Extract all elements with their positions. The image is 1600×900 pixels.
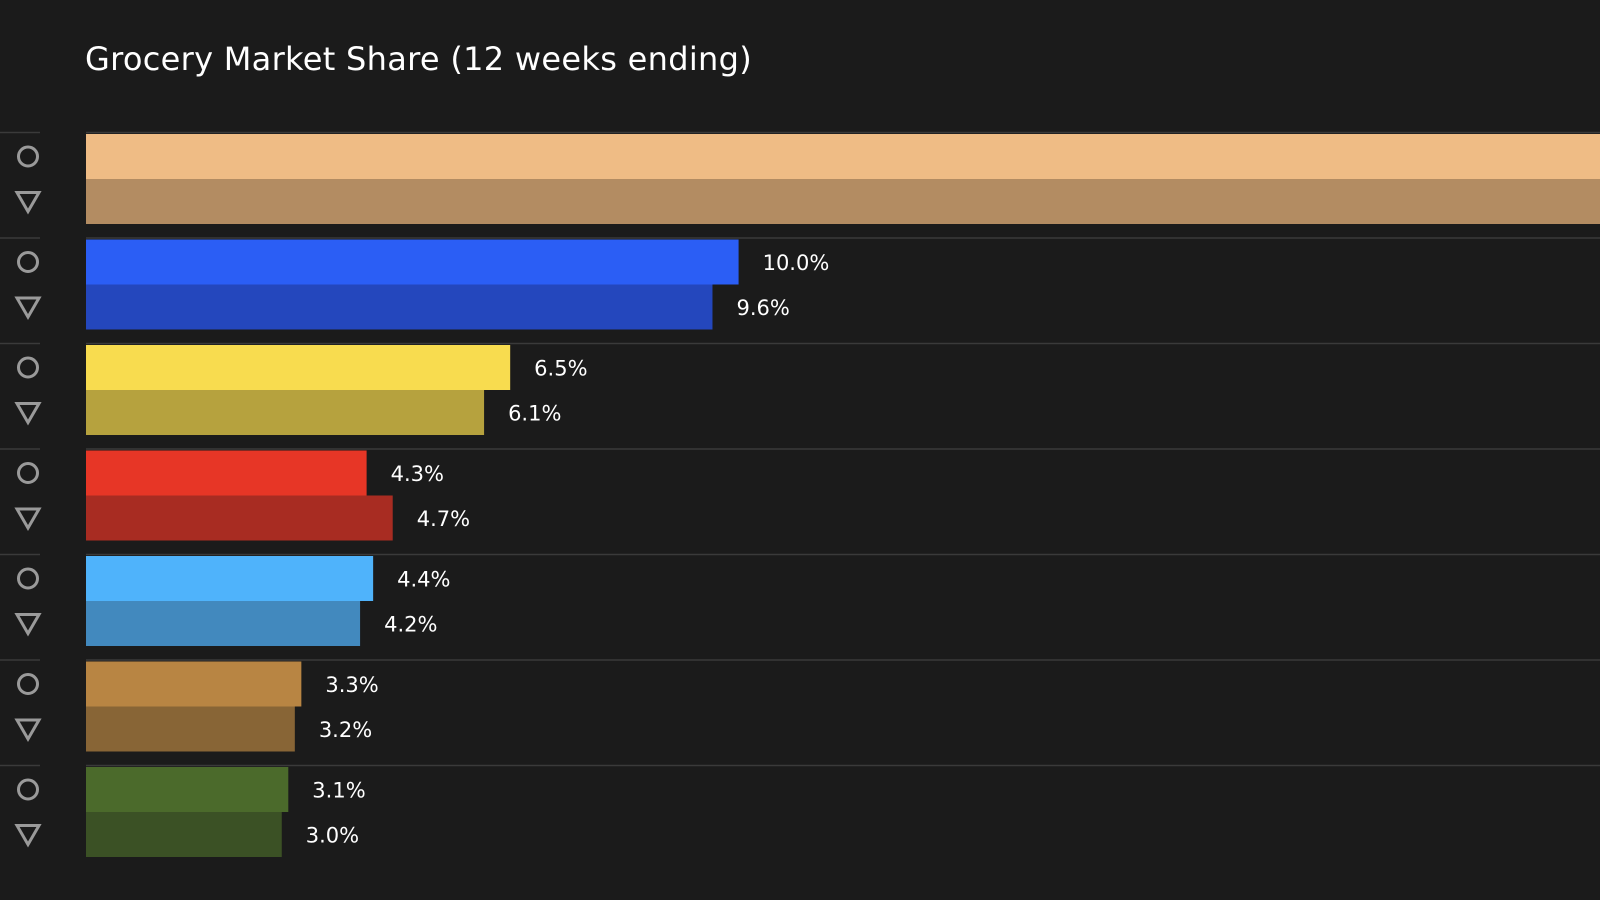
bar-value-label: 3.0% (306, 824, 359, 848)
triangle-down-marker-icon (14, 191, 42, 215)
bar-value-label: 4.2% (384, 613, 437, 637)
bar-group-7-series-2 (86, 812, 282, 857)
bar-value-label: 3.1% (312, 779, 365, 803)
bar-group-3-series-1 (86, 345, 511, 390)
chart-title: Grocery Market Share (12 weeks ending) (85, 40, 753, 78)
circle-marker-icon (17, 567, 39, 590)
triangle-down-marker-icon (14, 613, 42, 637)
circle-marker-icon (17, 251, 39, 273)
bar-group-5-series-1 (86, 556, 374, 601)
bar-value-label: 3.3% (325, 673, 378, 697)
bar-group-4-series-2 (86, 495, 393, 541)
triangle-down-marker-icon (14, 507, 42, 531)
circle-marker-icon (17, 778, 39, 801)
triangle-down-marker-icon (14, 824, 42, 848)
circle-marker-icon (17, 145, 39, 168)
circle-marker-icon (17, 356, 39, 379)
bar-value-label: 4.4% (397, 568, 450, 592)
circle-marker-icon (17, 673, 39, 695)
triangle-down-marker-icon (14, 296, 42, 320)
bar-group-6-series-1 (86, 661, 302, 707)
bar-group-3-series-2 (86, 390, 485, 435)
bar-group-5-series-2 (86, 601, 361, 646)
bar-group-2-series-1 (86, 239, 739, 285)
bar-value-label: 6.1% (508, 402, 561, 426)
bar-group-2-series-2 (86, 284, 713, 330)
triangle-down-marker-icon (14, 402, 42, 426)
triangle-down-marker-icon (14, 718, 42, 742)
bar-group-4-series-1 (86, 450, 367, 496)
bar-value-label: 10.0% (763, 251, 830, 275)
bar-group-1-series-2 (86, 179, 1600, 224)
bar-value-label: 4.7% (417, 507, 470, 531)
bar-value-label: 3.2% (319, 718, 372, 742)
bar-value-label: 9.6% (736, 296, 789, 320)
bar-group-7-series-1 (86, 767, 289, 812)
bar-group-1-series-1 (86, 134, 1600, 179)
bar-value-label: 4.3% (391, 462, 444, 486)
bar-group-6-series-2 (86, 706, 295, 752)
circle-marker-icon (17, 462, 39, 484)
bar-value-label: 6.5% (534, 357, 587, 381)
